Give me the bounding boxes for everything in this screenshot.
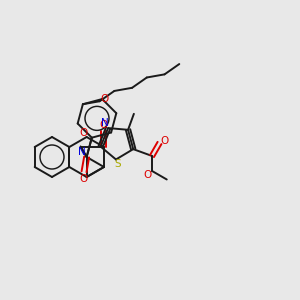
Text: O: O (143, 170, 151, 180)
Text: N: N (78, 147, 86, 157)
Text: O: O (80, 128, 88, 138)
Text: O: O (79, 174, 87, 184)
Text: O: O (100, 94, 109, 104)
Text: S: S (115, 160, 121, 170)
Text: N: N (101, 118, 109, 128)
Text: O: O (100, 120, 108, 130)
Text: O: O (160, 136, 169, 146)
